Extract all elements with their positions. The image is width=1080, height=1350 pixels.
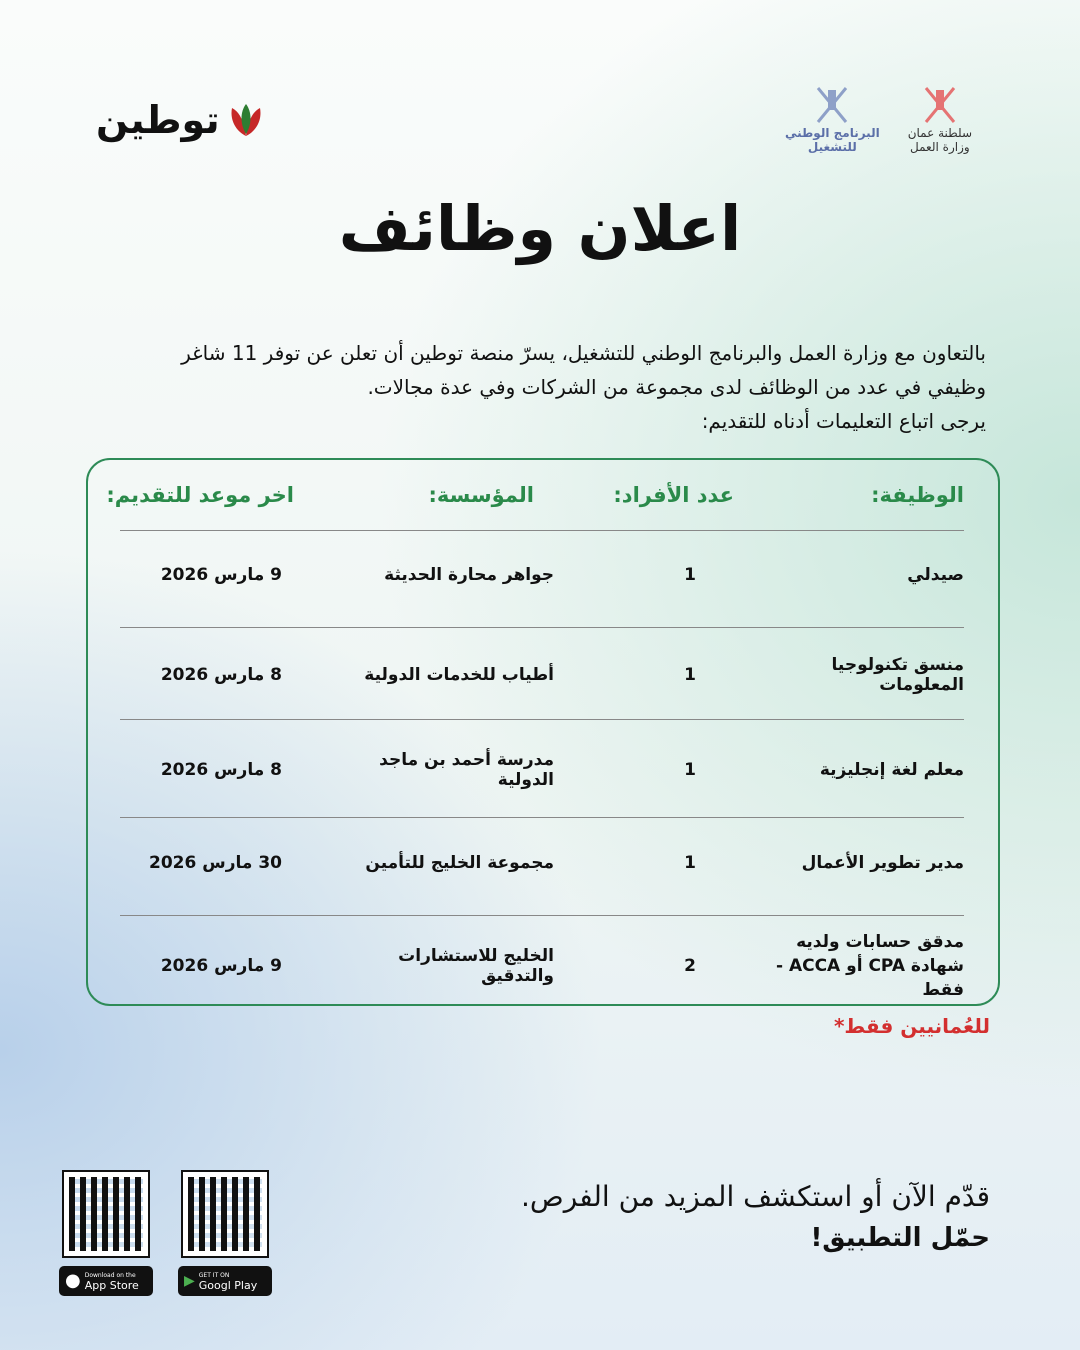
apple-icon: ●	[65, 1270, 81, 1291]
table-header: الوظيفة: عدد الأفراد: المؤسسة: اخر موعد …	[106, 483, 964, 507]
divider	[120, 530, 964, 531]
table-row: مدير تطوير الأعمال 1 مجموعة الخليج للتأمين…	[149, 853, 964, 873]
app-store-qr-code	[62, 1170, 150, 1258]
jobs-table: الوظيفة: عدد الأفراد: المؤسسة: اخر موعد …	[86, 458, 1000, 1006]
omani-only-note: للعُمانيين فقط*	[833, 1014, 990, 1038]
table-row: مدقق حسابات ولديه شهادة CPA أو ACCA - فق…	[160, 932, 964, 1000]
page-title: اعلان وظائف	[338, 192, 742, 265]
divider	[120, 817, 964, 818]
oman-emblem-icon	[817, 87, 848, 123]
oman-emblem-icon	[924, 87, 956, 123]
intro-text: بالتعاون مع وزارة العمل والبرنامج الوطني…	[181, 341, 986, 433]
app-store-button[interactable]: ● Download on the App Store	[59, 1266, 153, 1296]
google-play-icon: ▶	[184, 1273, 195, 1289]
google-play-button[interactable]: ▶ GET IT ON Googl Play	[178, 1266, 272, 1296]
divider	[120, 627, 964, 628]
program-logo: البرنامج الوطني للتشغيل	[785, 84, 880, 154]
table-row: صيدلي 1 جواهر محارة الحديثة 9 مارس 2026	[160, 565, 964, 585]
table-row: منسق تكنولوجيا المعلومات 1 أطياب للخدمات ا…	[160, 655, 964, 695]
divider	[120, 915, 964, 916]
call-to-action: قدّم الآن أو استكشف المزيد من الفرص. حمّ…	[521, 1180, 990, 1253]
tawteen-logo: توطين	[96, 98, 266, 142]
divider	[120, 719, 964, 720]
table-row: معلم لغة إنجليزية 1 مدرسة أحمد بن ماجد الد…	[160, 750, 964, 790]
ministry-logo: سلطنة عمان وزارة العمل	[908, 84, 972, 154]
tawteen-leaf-icon	[231, 104, 261, 136]
google-play-qr-code	[181, 1170, 269, 1258]
brand-name: توطين	[96, 98, 220, 142]
